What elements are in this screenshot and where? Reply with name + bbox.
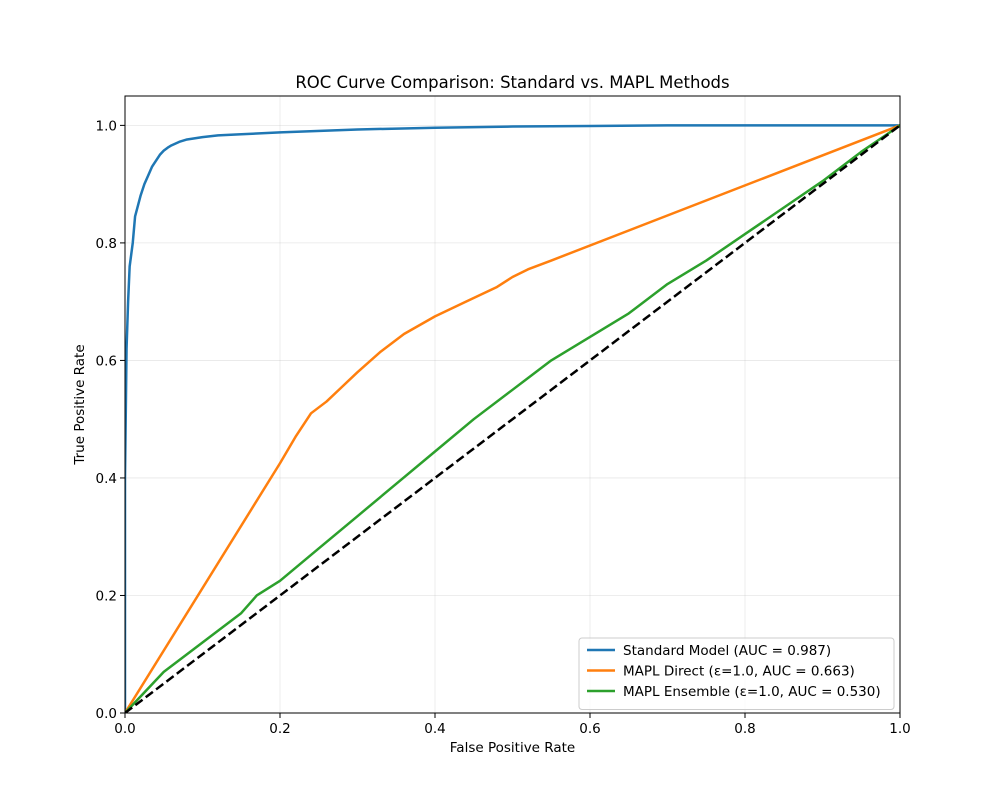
x-tick-label: 1.0 — [889, 721, 910, 737]
legend-label-1: Standard Model (AUC = 0.987) — [623, 643, 831, 659]
x-tick-label: 0.6 — [579, 721, 600, 737]
series-layer — [125, 123, 900, 713]
y-tick-label: 0.6 — [96, 353, 117, 369]
y-tick-label: 1.0 — [96, 118, 117, 134]
grid — [124, 96, 901, 714]
y-tick-label: 0.4 — [96, 471, 117, 487]
series-line-1 — [125, 124, 900, 713]
legend: Standard Model (AUC = 0.987) MAPL Direct … — [578, 637, 895, 710]
x-tick-label: 0.2 — [269, 721, 290, 737]
x-tick-label: 0.4 — [424, 721, 445, 737]
chance-diagonal-line — [125, 124, 900, 713]
y-tick-label: 0.0 — [96, 706, 117, 722]
plot-frame — [124, 95, 901, 714]
chart-title: ROC Curve Comparison: Standard vs. MAPL … — [295, 73, 729, 92]
series-line-2 — [125, 124, 900, 713]
y-axis-title: True Positive Rate — [72, 344, 88, 465]
legend-box — [578, 637, 895, 710]
legend-label-3: MAPL Ensemble (ε=1.0, AUC = 0.530) — [623, 684, 881, 700]
plot-area — [125, 123, 900, 713]
y-tick-label: 0.8 — [96, 236, 117, 252]
series-line-3 — [125, 123, 900, 713]
x-tick-label: 0.0 — [114, 721, 135, 737]
legend-label-2: MAPL Direct (ε=1.0, AUC = 0.663) — [623, 664, 855, 680]
x-tick-label: 0.8 — [734, 721, 755, 737]
x-axis-title: False Positive Rate — [450, 740, 575, 756]
y-tick-label: 0.2 — [96, 588, 117, 604]
axis-ticks: 0.0 0.2 0.4 0.6 0.8 1.0 0.0 0.2 0.4 0.6 0.8 1.0 — [96, 118, 911, 737]
